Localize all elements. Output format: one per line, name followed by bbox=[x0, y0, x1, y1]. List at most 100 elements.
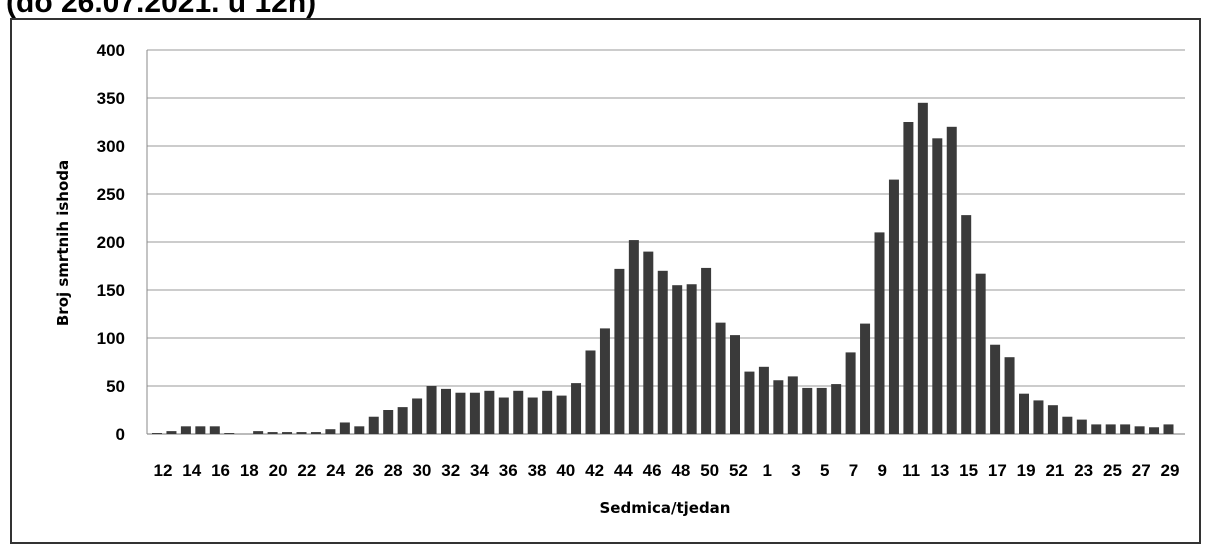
y-tick-label: 400 bbox=[97, 41, 125, 60]
x-tick-label: 23 bbox=[1074, 461, 1093, 480]
bar bbox=[1105, 424, 1116, 434]
bar bbox=[180, 426, 191, 434]
bar bbox=[209, 426, 220, 434]
x-tick-label: 46 bbox=[643, 461, 662, 480]
bar bbox=[730, 335, 740, 434]
x-tick-label: 7 bbox=[849, 461, 858, 480]
bar bbox=[267, 432, 278, 434]
bar bbox=[1134, 426, 1145, 434]
bar bbox=[657, 270, 668, 434]
y-tick-label: 350 bbox=[97, 89, 125, 108]
bar bbox=[860, 323, 871, 434]
bar bbox=[715, 322, 726, 434]
x-tick-label: 9 bbox=[878, 461, 887, 480]
bar bbox=[195, 426, 206, 434]
bar bbox=[166, 431, 177, 434]
bar bbox=[599, 328, 610, 434]
bar bbox=[354, 426, 365, 434]
bar bbox=[455, 392, 466, 434]
bar bbox=[368, 416, 379, 434]
bar bbox=[903, 122, 914, 434]
y-tick-label: 250 bbox=[97, 185, 125, 204]
bar bbox=[946, 126, 957, 435]
bar bbox=[253, 431, 264, 434]
x-tick-label: 40 bbox=[556, 461, 575, 480]
x-tick-label: 3 bbox=[791, 461, 800, 480]
x-tick-label: 11 bbox=[902, 461, 920, 480]
chart-frame bbox=[10, 18, 1201, 544]
x-tick-label: 32 bbox=[441, 461, 460, 480]
x-tick-label: 28 bbox=[384, 461, 403, 480]
x-tick-label: 42 bbox=[585, 461, 604, 480]
x-tick-label: 21 bbox=[1045, 461, 1064, 480]
bar bbox=[845, 352, 856, 434]
x-tick-label: 16 bbox=[211, 461, 230, 480]
y-tick-label: 300 bbox=[97, 137, 125, 156]
bar bbox=[917, 102, 928, 435]
x-tick-label: 50 bbox=[700, 461, 719, 480]
bar bbox=[831, 384, 842, 434]
bar bbox=[571, 383, 582, 434]
bar bbox=[325, 429, 336, 434]
bar bbox=[701, 267, 712, 434]
x-tick-label: 36 bbox=[499, 461, 518, 480]
bar bbox=[152, 433, 162, 434]
bar bbox=[1047, 405, 1058, 434]
x-tick-label: 38 bbox=[528, 461, 547, 480]
bar bbox=[888, 179, 899, 434]
bar bbox=[1004, 357, 1015, 434]
bar bbox=[441, 388, 451, 434]
x-tick-label: 1 bbox=[762, 461, 771, 480]
bar bbox=[961, 215, 972, 434]
bar bbox=[1076, 419, 1087, 434]
x-tick-label: 24 bbox=[326, 461, 345, 480]
x-tick-label: 15 bbox=[959, 461, 978, 480]
x-tick-label: 12 bbox=[154, 461, 173, 480]
bar bbox=[397, 407, 408, 434]
bar bbox=[296, 432, 307, 434]
bar bbox=[614, 268, 625, 434]
x-tick-label: 5 bbox=[820, 461, 829, 480]
bar bbox=[628, 240, 639, 434]
bar bbox=[975, 273, 986, 434]
x-tick-label: 25 bbox=[1103, 461, 1122, 480]
bar bbox=[802, 387, 813, 434]
bar bbox=[1149, 427, 1160, 434]
x-tick-label: 14 bbox=[182, 461, 201, 480]
bar bbox=[874, 232, 885, 434]
x-tick-label: 17 bbox=[988, 461, 1007, 480]
bar bbox=[1019, 393, 1029, 434]
y-tick-label: 200 bbox=[97, 233, 125, 252]
bar bbox=[498, 397, 509, 434]
bar bbox=[484, 390, 495, 434]
x-axis-title: Sedmica/tjedan bbox=[599, 499, 730, 517]
bar bbox=[412, 398, 423, 434]
bar bbox=[758, 366, 769, 434]
bar bbox=[990, 344, 1001, 434]
x-tick-label: 26 bbox=[355, 461, 374, 480]
x-tick-label: 13 bbox=[930, 461, 949, 480]
x-tick-label: 18 bbox=[240, 461, 259, 480]
x-tick-label: 29 bbox=[1161, 461, 1180, 480]
bar bbox=[1062, 416, 1073, 434]
bar bbox=[773, 380, 784, 434]
bar bbox=[787, 376, 798, 434]
bar bbox=[339, 422, 350, 434]
bar bbox=[816, 387, 827, 434]
bar bbox=[469, 392, 480, 434]
x-tick-label: 19 bbox=[1017, 461, 1036, 480]
x-tick-label: 44 bbox=[614, 461, 633, 480]
bar bbox=[932, 138, 943, 434]
bar bbox=[1033, 400, 1044, 434]
x-tick-label: 27 bbox=[1132, 461, 1151, 480]
y-tick-label: 50 bbox=[106, 377, 125, 396]
bar bbox=[556, 395, 567, 434]
bar bbox=[643, 251, 654, 434]
bar bbox=[383, 410, 394, 434]
x-tick-label: 30 bbox=[412, 461, 431, 480]
bar bbox=[686, 284, 697, 434]
bar bbox=[513, 390, 524, 434]
x-tick-label: 20 bbox=[269, 461, 288, 480]
bar bbox=[282, 432, 293, 434]
